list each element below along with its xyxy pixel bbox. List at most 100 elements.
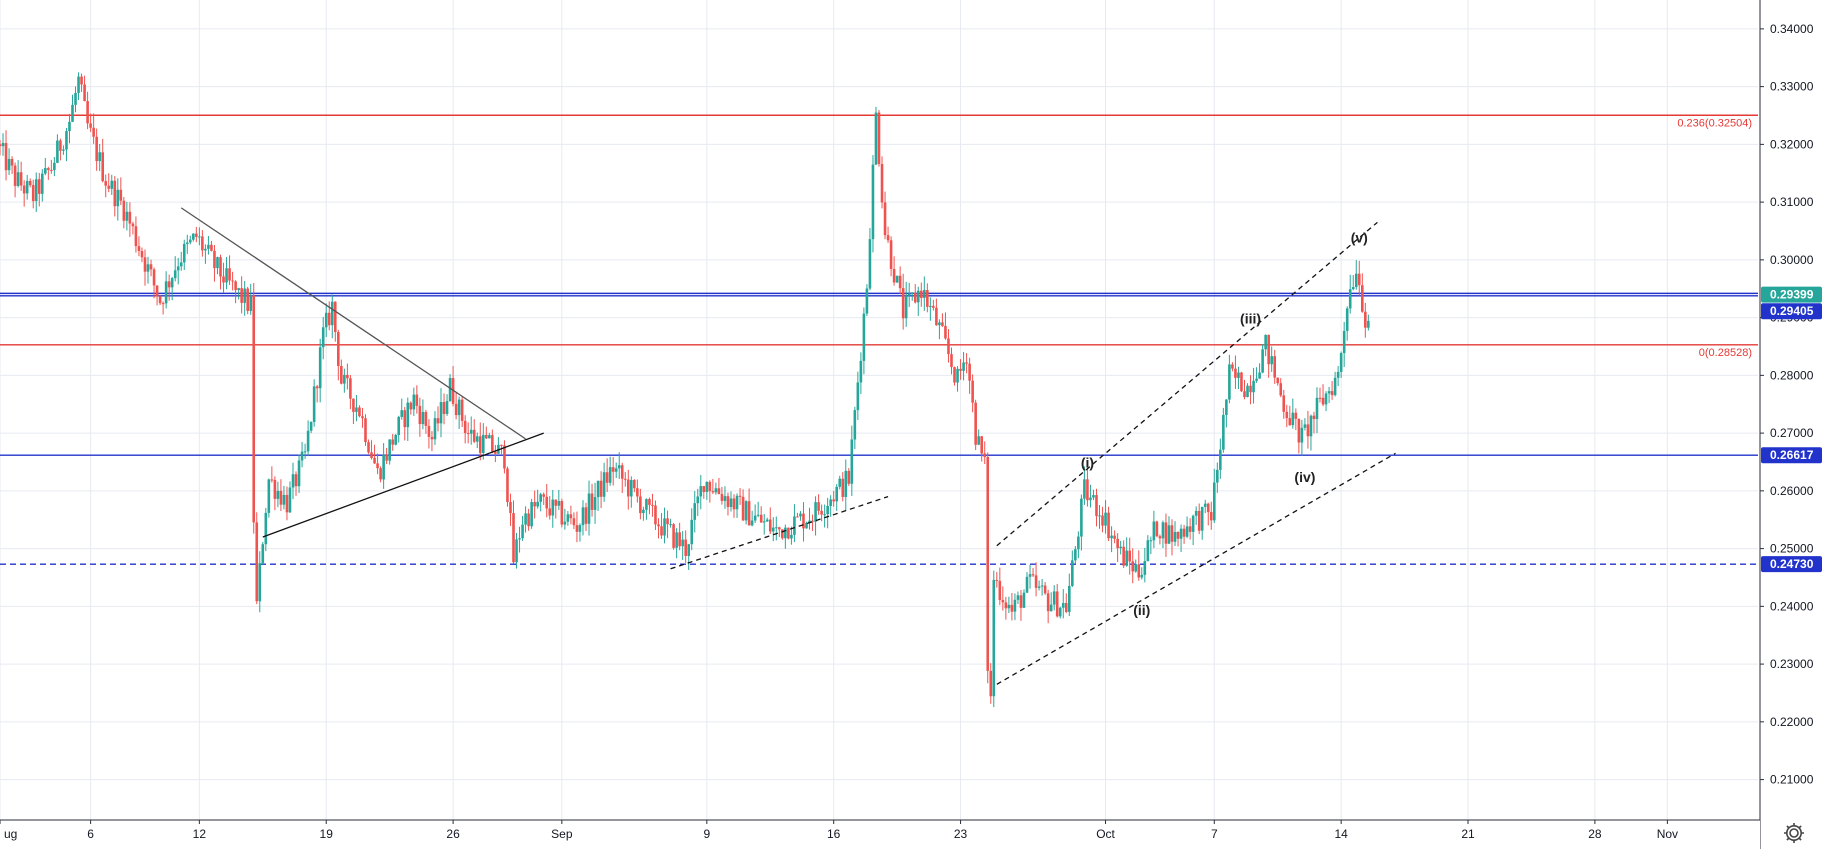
candle-body — [1055, 591, 1059, 617]
candle-body — [1049, 604, 1053, 612]
candle-body — [578, 525, 582, 532]
y-tick-label: 0.30000 — [1770, 253, 1814, 267]
candle-body — [333, 301, 337, 333]
candle-body — [732, 498, 736, 510]
candle-body — [778, 527, 781, 530]
candle-body — [1209, 512, 1213, 521]
candle-body — [1367, 320, 1370, 328]
x-tick-label: 21 — [1461, 827, 1475, 841]
candle-body — [243, 288, 246, 303]
candle-body — [306, 430, 310, 452]
candle-body — [216, 257, 219, 269]
candle-body — [835, 486, 839, 502]
channel-upper-line[interactable] — [996, 221, 1378, 547]
candle-body — [1297, 418, 1301, 443]
candle-body — [518, 538, 521, 540]
candle-body — [50, 169, 53, 171]
candle-body — [1303, 424, 1307, 428]
candle-body — [672, 524, 675, 548]
candle-body — [941, 322, 944, 326]
fib-level-label: 0(0.28528) — [1699, 347, 1752, 359]
candle-body — [1110, 535, 1113, 539]
candle-body — [1219, 449, 1222, 470]
price-tag[interactable] — [1761, 303, 1822, 320]
candle-body — [222, 276, 225, 283]
price-tag[interactable] — [1761, 447, 1822, 464]
candle-body — [1004, 602, 1008, 609]
wave-label: (iv) — [1294, 469, 1315, 485]
candle-body — [648, 499, 651, 505]
candle-body — [690, 519, 694, 545]
candle-body — [1364, 311, 1367, 328]
candle-body — [182, 243, 186, 263]
candle-body — [421, 411, 425, 425]
candle-body — [642, 509, 645, 514]
y-tick-label: 0.33000 — [1770, 80, 1814, 94]
candle-body — [92, 127, 95, 137]
candle-body — [1354, 273, 1358, 288]
triangle-upper-line[interactable] — [180, 207, 526, 440]
candle-body — [614, 468, 618, 472]
candle-body — [1194, 510, 1198, 516]
candle-body — [1146, 540, 1150, 562]
candle-body — [530, 502, 533, 527]
candle-body — [1116, 538, 1119, 549]
candle-body — [774, 527, 778, 529]
candle-body — [37, 179, 41, 194]
candle-body — [542, 494, 546, 497]
candle-body — [986, 457, 990, 671]
candle-body — [1067, 585, 1071, 612]
candle-body — [276, 490, 280, 499]
x-tick-label: 28 — [1588, 827, 1602, 841]
price-tag[interactable] — [1761, 556, 1822, 573]
candle-body — [176, 266, 180, 271]
x-tick-label: 6 — [87, 827, 94, 841]
candle-body — [608, 467, 612, 483]
candle-body — [113, 180, 117, 207]
candle-body — [932, 305, 935, 308]
september-support-line[interactable] — [670, 496, 889, 570]
candle-body — [506, 468, 509, 503]
candle-body — [1306, 424, 1310, 437]
y-tick-label: 0.27000 — [1770, 426, 1814, 440]
candle-body — [406, 402, 410, 428]
candle-body — [630, 480, 633, 497]
candle-body — [188, 239, 192, 243]
candle-body — [71, 104, 74, 122]
triangle-lower-line[interactable] — [262, 432, 544, 538]
price-tag[interactable] — [1761, 286, 1822, 303]
x-tick-label: 19 — [320, 827, 334, 841]
candle-body — [382, 454, 385, 480]
candle-body — [871, 164, 875, 240]
candle-body — [741, 496, 745, 521]
candle-body — [1083, 479, 1086, 499]
candle-body — [898, 275, 902, 289]
candle-body — [651, 504, 654, 506]
candle-body — [1240, 372, 1243, 392]
candle-body — [500, 444, 503, 446]
candle-body — [297, 460, 301, 487]
candle-body — [149, 264, 153, 270]
candle-body — [309, 421, 313, 431]
candle-body — [0, 144, 2, 147]
candle-body — [793, 516, 796, 535]
candle-body — [146, 264, 150, 272]
candle-body — [279, 490, 283, 505]
candle-body — [1182, 528, 1186, 537]
candle-body — [1113, 535, 1116, 539]
candle-body — [929, 305, 932, 307]
candle-body — [503, 445, 506, 469]
candle-body — [491, 435, 494, 452]
candle-body — [883, 202, 887, 236]
candle-body — [768, 519, 772, 532]
candle-body — [729, 498, 733, 507]
candle-body — [104, 181, 108, 186]
channel-lower-line[interactable] — [996, 452, 1396, 685]
chart-settings-button[interactable] — [1780, 819, 1808, 847]
candle-body — [95, 136, 98, 162]
candle-body — [28, 180, 32, 186]
candle-body — [1270, 356, 1273, 365]
candle-body — [237, 288, 240, 291]
